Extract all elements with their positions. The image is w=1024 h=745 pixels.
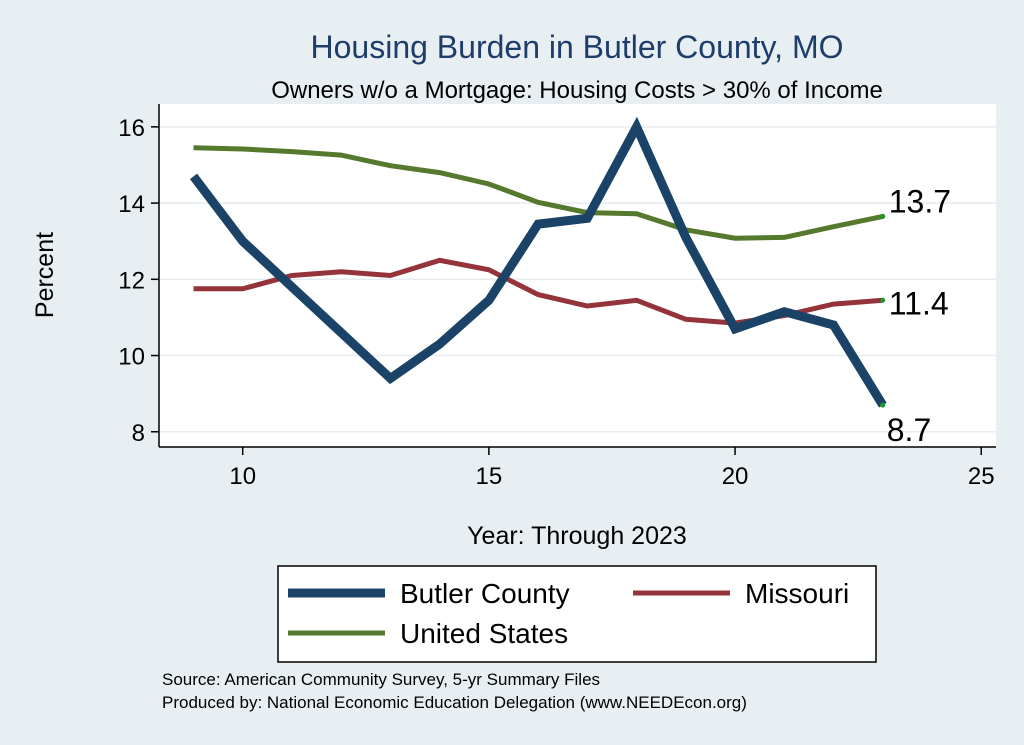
x-axis-label: Year: Through 2023 [467,522,687,550]
series-layer [189,116,887,408]
end-label-united-states: 13.7 [889,183,951,219]
chart-subtitle: Owners w/o a Mortgage: Housing Costs > 3… [271,77,883,104]
legend-label-united-states: United States [400,618,568,649]
end-label-butler-county: 8.7 [887,412,931,448]
y-axis-label: Percent [31,232,59,318]
y-tick-label: 10 [118,344,145,371]
x-tick-label: 20 [722,463,749,490]
end-label-missouri: 11.4 [889,285,949,321]
chart-title: Housing Burden in Butler County, MO [311,29,844,65]
legend-box [277,565,877,663]
y-tick-label: 12 [118,267,145,294]
gridlines [159,126,996,433]
y-tick-label: 16 [118,115,145,142]
x-tick-label: 15 [476,463,503,490]
axes: 8 10 12 14 16 10 15 20 25 [118,104,996,490]
legend-label-missouri: Missouri [745,578,849,609]
legend-label-butler-county: Butler County [400,578,570,609]
y-tick-label: 8 [132,420,145,447]
end-point-marker [880,297,886,303]
end-point-marker [880,213,886,219]
end-labels: 8.7 11.4 13.7 [880,183,951,448]
source-line: Source: American Community Survey, 5-yr … [162,670,600,689]
series-line-united-states [193,145,884,241]
x-tick-label: 10 [229,463,256,490]
produced-by-line: Produced by: National Economic Education… [162,693,747,712]
series-line-butler-county [189,116,887,408]
x-tick-label: 25 [968,463,995,490]
y-tick-label: 14 [118,191,145,218]
end-point-marker [880,402,886,408]
legend: Butler County Missouri United States [277,565,877,663]
